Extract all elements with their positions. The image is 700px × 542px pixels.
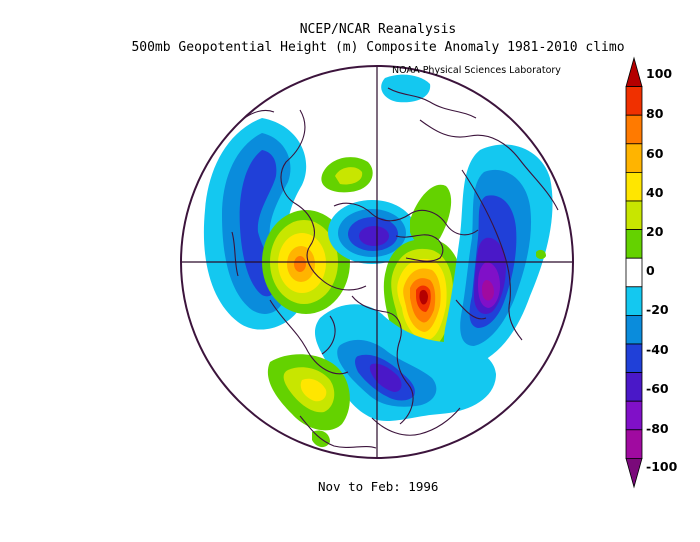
colorbar-tick-label: 60 bbox=[646, 146, 664, 161]
chart-subtitle: 500mb Geopotential Height (m) Composite … bbox=[131, 40, 625, 55]
period-label: Nov to Feb: 1996 bbox=[318, 479, 439, 494]
colorbar-segment bbox=[625, 429, 643, 459]
colorbar-segment bbox=[625, 343, 643, 374]
colorbar-segment bbox=[625, 200, 643, 231]
coastlines bbox=[231, 87, 559, 449]
colorbar-labels: 100 80 60 40 20 0 -20 -40 -60 -80 -100 bbox=[646, 66, 678, 474]
colorbar-segment bbox=[625, 457, 643, 489]
colorbar-tick-label: 100 bbox=[646, 66, 672, 81]
colorbar-tick-label: 0 bbox=[646, 263, 655, 278]
colorbar-tick-label: -20 bbox=[646, 302, 669, 317]
anomaly-arctic-green bbox=[321, 157, 373, 193]
colorbar-segment bbox=[625, 114, 643, 145]
anomaly-field bbox=[203, 74, 553, 448]
colorbar-segment bbox=[625, 229, 643, 259]
colorbar-segment bbox=[625, 400, 643, 431]
chart-title: NCEP/NCAR Reanalysis bbox=[299, 22, 457, 37]
colorbar-segment bbox=[625, 56, 643, 87]
colorbar-segments bbox=[625, 56, 643, 489]
colorbar-segment bbox=[625, 286, 643, 316]
colorbar-tick-label: 40 bbox=[646, 185, 664, 200]
map-boundary-circle bbox=[180, 65, 574, 459]
colorbar-segment bbox=[625, 171, 643, 202]
colorbar-tick-label: -100 bbox=[646, 459, 678, 474]
colorbar-segment bbox=[625, 143, 643, 173]
colorbar-tick-label: -60 bbox=[646, 381, 669, 396]
anomaly-subtropical-atlantic-ridge bbox=[267, 354, 350, 431]
colorbar-tick-label: 20 bbox=[646, 224, 664, 239]
anomaly-europe-green bbox=[410, 184, 452, 246]
colorbar-segment bbox=[625, 372, 643, 402]
colorbar-tick-label: -80 bbox=[646, 421, 669, 436]
anomaly-small-green bbox=[536, 249, 546, 259]
anomaly-top-cyan bbox=[381, 74, 431, 103]
colorbar-segment bbox=[625, 314, 643, 345]
colorbar-tick-label: 80 bbox=[646, 106, 664, 121]
colorbar-tick-label: -40 bbox=[646, 342, 669, 357]
credit-label: NOAA Physical Sciences Laboratory bbox=[392, 65, 561, 76]
colorbar-segment bbox=[625, 86, 643, 116]
colorbar-segment bbox=[625, 257, 643, 288]
anomaly-eastern-north-america-trough bbox=[314, 304, 496, 422]
